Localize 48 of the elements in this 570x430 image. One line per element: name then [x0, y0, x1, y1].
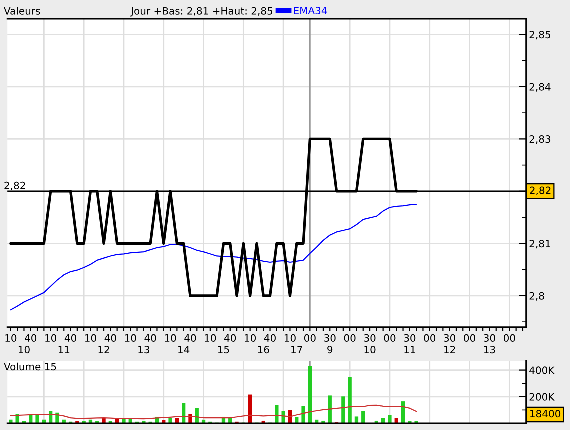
x-tick-label: 40 — [144, 334, 156, 342]
text: 18400 — [530, 410, 561, 418]
x-tick-label: 14 — [178, 346, 190, 354]
x-tick-label: 10 — [245, 334, 256, 342]
y-tick-label: 2,83 — [530, 136, 551, 144]
ref-line-label: 2,82 — [4, 182, 26, 191]
x-tick-label: 10 — [85, 334, 96, 342]
x-tick-label: 00 — [464, 334, 476, 342]
x-tick-label: 00 — [384, 334, 396, 342]
x-tick-label: 30 11 — [404, 334, 416, 354]
x-tick-label: 10 — [205, 334, 216, 342]
x-tick-label: 12 — [98, 346, 110, 354]
legend-title: Valeurs — [4, 7, 40, 15]
x-tick-label: 00 — [344, 334, 356, 342]
legend-label: EMA34 — [294, 7, 328, 15]
x-tick-label: 10 — [165, 334, 176, 342]
y-tick-label: 400K — [530, 366, 555, 374]
x-tick-label: 00 — [304, 334, 316, 342]
x-tick-label: 30 13 — [484, 334, 496, 354]
y-tick-label: 2,85 — [530, 31, 550, 40]
x-tick-label: 40 — [104, 334, 116, 342]
x-tick-label: 10 — [46, 334, 57, 342]
x-tick-label: 10 — [125, 334, 136, 342]
x-tick-label: 11 — [58, 346, 70, 354]
x-tick-label: 40 — [64, 334, 76, 342]
x-tick-label: 17 — [292, 346, 302, 354]
x-tick-label: 00 — [424, 334, 436, 342]
y-tick-label: 200K — [530, 393, 555, 401]
x-tick-label: 40 — [224, 334, 236, 342]
x-tick-label: 30 12 — [444, 334, 456, 354]
y-tick-label: 2,8 — [530, 292, 544, 301]
x-tick-label: 40 — [184, 334, 196, 342]
x-tick-label: 40 — [25, 334, 37, 342]
y-tick-label: 2,84 — [530, 83, 551, 92]
text: Jour +Bas: 2,81 +Haut: 2,85 — [130, 7, 273, 17]
chart-title: Volume 15 — [4, 362, 56, 371]
y-tick-label: 2,81 — [530, 240, 550, 249]
x-tick-label: 10 — [284, 334, 296, 342]
x-tick-label: 00 — [504, 334, 516, 342]
x-tick-label: 40 — [264, 334, 276, 342]
x-tick-label: 30 10 — [364, 334, 376, 354]
x-tick-label: 10 — [6, 334, 17, 342]
x-tick-label: 10 — [18, 346, 30, 354]
y-tick-label: 2,82 — [530, 186, 551, 196]
x-tick-label: 13 — [138, 346, 150, 354]
x-tick-label: 30 9 — [324, 334, 336, 354]
x-tick-label: 16 — [258, 346, 270, 354]
x-tick-label: 15 — [218, 346, 230, 354]
